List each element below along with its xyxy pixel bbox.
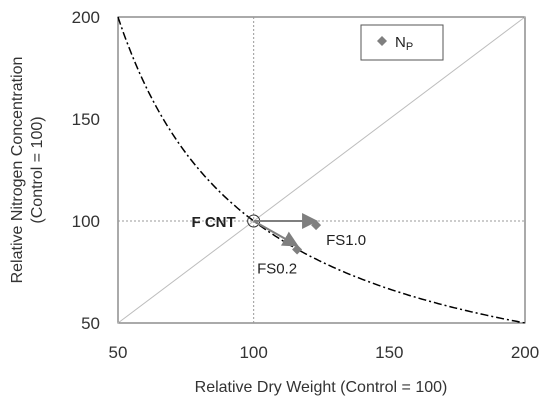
legend-label-subscript: P [406, 41, 413, 53]
x-tick-label: 200 [511, 343, 539, 362]
y-axis-title-line2: (Control = 100) [29, 116, 46, 223]
legend-label-main: N [395, 34, 406, 51]
diagonal-line [117, 16, 526, 324]
y-axis-title: Relative Nitrogen Concentration (Control… [9, 57, 46, 284]
arrows [253, 213, 319, 247]
x-axis-title: Relative Dry Weight (Control = 100) [195, 379, 448, 396]
legend-label: NP [395, 34, 413, 53]
arrow-2 [253, 220, 299, 247]
point-fs1-0 [311, 220, 322, 231]
point-label-fs0-2: FS0.2 [257, 261, 297, 278]
y-axis-title-line1: Relative Nitrogen Concentration [9, 57, 26, 284]
x-tick-label: 100 [239, 343, 267, 362]
y-tick-label: 100 [72, 212, 100, 231]
point-fs0-2 [292, 244, 303, 255]
data-points: FS1.0 FS0.2 [257, 220, 366, 278]
legend: NP [360, 24, 444, 61]
control-point-label: F CNT [191, 214, 235, 231]
y-tick-label: 200 [72, 8, 100, 27]
y-tick-label: 150 [72, 110, 100, 129]
legend-box [360, 24, 444, 61]
y-tick-label: 50 [81, 314, 100, 333]
legend-marker [377, 36, 387, 46]
reference-lines [117, 16, 526, 324]
y-tick-labels: 50 100 150 200 [72, 8, 100, 333]
x-tick-label: 50 [109, 343, 128, 362]
x-tick-labels: 50 100 150 200 [109, 343, 540, 362]
point-label-fs1-0: FS1.0 [326, 232, 366, 249]
x-tick-label: 150 [375, 343, 403, 362]
